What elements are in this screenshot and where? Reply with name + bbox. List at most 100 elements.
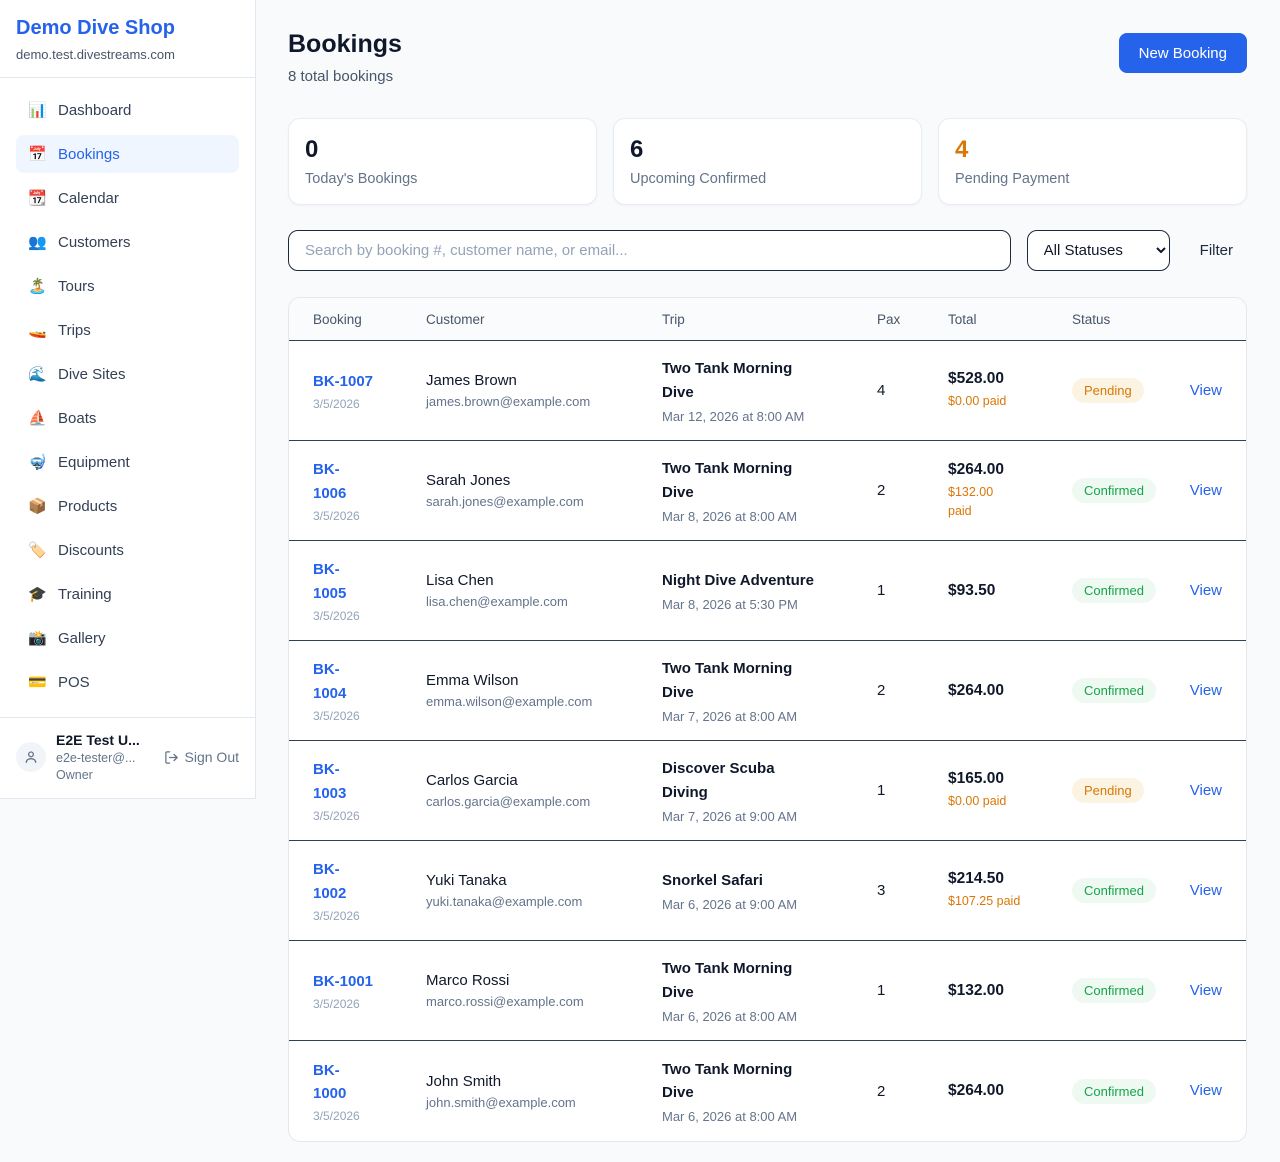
booking-id-link[interactable]: BK- 1000 <box>313 1061 347 1102</box>
view-link[interactable]: View <box>1189 481 1222 499</box>
sidebar-item-discounts[interactable]: 🏷️ Discounts <box>16 531 239 569</box>
search-input[interactable] <box>288 230 1011 271</box>
view-link[interactable]: View <box>1189 581 1222 599</box>
nav-icon: 🏷️ <box>28 542 47 559</box>
customer-email: marco.rossi@example.com <box>426 994 584 1009</box>
view-link[interactable]: View <box>1189 981 1222 999</box>
booking-id-link[interactable]: BK- 1002 <box>313 861 347 902</box>
nav-icon: 👥 <box>28 234 47 251</box>
pax-count: 3 <box>877 882 886 899</box>
sidebar-item-customers[interactable]: 👥 Customers <box>16 223 239 261</box>
total-amount: $264.00 <box>948 1082 1005 1099</box>
sidebar-item-label: Gallery <box>58 629 106 647</box>
booking-id-link[interactable]: BK- 1004 <box>313 661 347 702</box>
customer-email: james.brown@example.com <box>426 394 591 409</box>
brand-block: Demo Dive Shop demo.test.divestreams.com <box>0 0 255 78</box>
status-badge: Confirmed <box>1072 878 1156 903</box>
paid-amount: $0.00 paid <box>948 794 1007 809</box>
booking-date: 3/5/2026 <box>313 1109 360 1124</box>
sidebar-nav: 📊 Dashboard 📅 Bookings 📆 Calendar 👥 Cust… <box>0 78 255 717</box>
sidebar-item-products[interactable]: 📦 Products <box>16 487 239 525</box>
customer-name: Emma Wilson <box>426 672 519 689</box>
booking-id-link[interactable]: BK- 1006 <box>313 461 347 502</box>
stat-value: 0 <box>305 136 319 163</box>
view-link[interactable]: View <box>1189 1082 1222 1099</box>
booking-id-link[interactable]: BK- 1003 <box>313 761 347 802</box>
trip-name: Two Tank Morning Dive <box>662 1060 793 1101</box>
booking-id-link[interactable]: BK-1007 <box>313 372 374 390</box>
nav-icon: 🤿 <box>28 454 47 471</box>
view-link[interactable]: View <box>1189 381 1222 399</box>
customer-email: sarah.jones@example.com <box>426 494 584 509</box>
stat-label: Today's Bookings <box>305 171 418 187</box>
status-badge: Confirmed <box>1072 978 1156 1003</box>
stat-card-pending-payment: 4 Pending Payment <box>938 118 1247 205</box>
sidebar-item-label: Tours <box>58 277 95 295</box>
page-header: Bookings 8 total bookings New Booking <box>288 30 1247 85</box>
sign-out-button[interactable]: Sign Out <box>164 749 239 765</box>
filter-button[interactable]: Filter <box>1199 242 1233 259</box>
booking-id-link[interactable]: BK- 1005 <box>313 561 347 602</box>
trip-datetime: Mar 8, 2026 at 5:30 PM <box>662 597 798 613</box>
sidebar-item-calendar[interactable]: 📆 Calendar <box>16 179 239 217</box>
status-badge: Pending <box>1072 778 1144 803</box>
customer-name: Sarah Jones <box>426 472 511 489</box>
sidebar-item-gallery[interactable]: 📸 Gallery <box>16 619 239 657</box>
user-block: E2E Test U... e2e-tester@... Owner Sign … <box>0 717 255 798</box>
status-badge: Confirmed <box>1072 1078 1156 1104</box>
booking-date: 3/5/2026 <box>313 608 360 623</box>
trip-name: Two Tank Morning Dive <box>662 460 793 501</box>
sidebar-item-dive-sites[interactable]: 🌊 Dive Sites <box>16 355 239 393</box>
trip-name: Two Tank Morning Dive <box>662 360 793 401</box>
booking-date: 3/5/2026 <box>313 708 360 723</box>
stat-card-upcoming-confirmed: 6 Upcoming Confirmed <box>613 118 922 205</box>
bookings-table: Booking Customer Trip Pax Total Status B… <box>288 297 1247 1142</box>
sidebar-item-equipment[interactable]: 🤿 Equipment <box>16 443 239 481</box>
table-row: BK- 1004 3/5/2026 Emma Wilson emma.wilso… <box>289 641 1246 741</box>
nav-icon: 💳 <box>28 674 47 691</box>
table-body: BK-1007 3/5/2026 James Brown james.brown… <box>289 341 1246 1141</box>
pax-count: 2 <box>877 482 886 499</box>
customer-name: Lisa Chen <box>426 572 494 589</box>
pax-count: 1 <box>877 782 886 799</box>
sidebar-item-tours[interactable]: 🏝️ Tours <box>16 267 239 305</box>
sidebar-item-trips[interactable]: 🚤 Trips <box>16 311 239 349</box>
view-link[interactable]: View <box>1189 881 1222 899</box>
stat-value: 4 <box>955 136 969 163</box>
total-amount: $214.50 <box>948 870 1005 888</box>
trip-datetime: Mar 12, 2026 at 8:00 AM <box>662 408 805 424</box>
nav-icon: 📊 <box>28 102 47 119</box>
new-booking-button[interactable]: New Booking <box>1118 33 1247 73</box>
customer-email: lisa.chen@example.com <box>426 594 568 609</box>
booking-date: 3/5/2026 <box>313 397 360 412</box>
sidebar-item-bookings[interactable]: 📅 Bookings <box>16 135 239 173</box>
nav-icon: 📆 <box>28 190 47 207</box>
sign-out-label: Sign Out <box>184 749 239 765</box>
table-row: BK- 1000 3/5/2026 John Smith john.smith@… <box>289 1041 1246 1141</box>
booking-id-link[interactable]: BK-1001 <box>313 972 374 990</box>
column-header-status: Status <box>1072 311 1111 327</box>
main-content: Bookings 8 total bookings New Booking 0 … <box>256 0 1280 1142</box>
page-title: Bookings <box>288 30 402 58</box>
view-link[interactable]: View <box>1189 781 1222 799</box>
sidebar-item-label: Discounts <box>58 541 124 559</box>
sidebar-item-label: Equipment <box>58 453 130 471</box>
nav-icon: 🌊 <box>28 366 47 383</box>
status-select[interactable]: All Statuses <box>1026 230 1170 271</box>
stats-row: 0 Today's Bookings 6 Upcoming Confirmed … <box>288 118 1247 205</box>
stat-value: 6 <box>630 136 644 163</box>
sidebar-item-boats[interactable]: ⛵ Boats <box>16 399 239 437</box>
sidebar-item-dashboard[interactable]: 📊 Dashboard <box>16 91 239 129</box>
pax-count: 4 <box>877 382 886 399</box>
sidebar-item-pos[interactable]: 💳 POS <box>16 663 239 701</box>
sidebar-item-label: POS <box>58 673 90 691</box>
nav-icon: 📅 <box>28 146 47 163</box>
user-name: E2E Test U... <box>56 732 140 748</box>
status-badge: Confirmed <box>1072 478 1156 503</box>
trip-name: Night Dive Adventure <box>662 571 814 589</box>
view-link[interactable]: View <box>1189 681 1222 699</box>
trip-datetime: Mar 7, 2026 at 9:00 AM <box>662 808 798 824</box>
sidebar-item-label: Calendar <box>58 189 119 207</box>
sidebar-item-training[interactable]: 🎓 Training <box>16 575 239 613</box>
customer-name: Carlos Garcia <box>426 772 518 789</box>
